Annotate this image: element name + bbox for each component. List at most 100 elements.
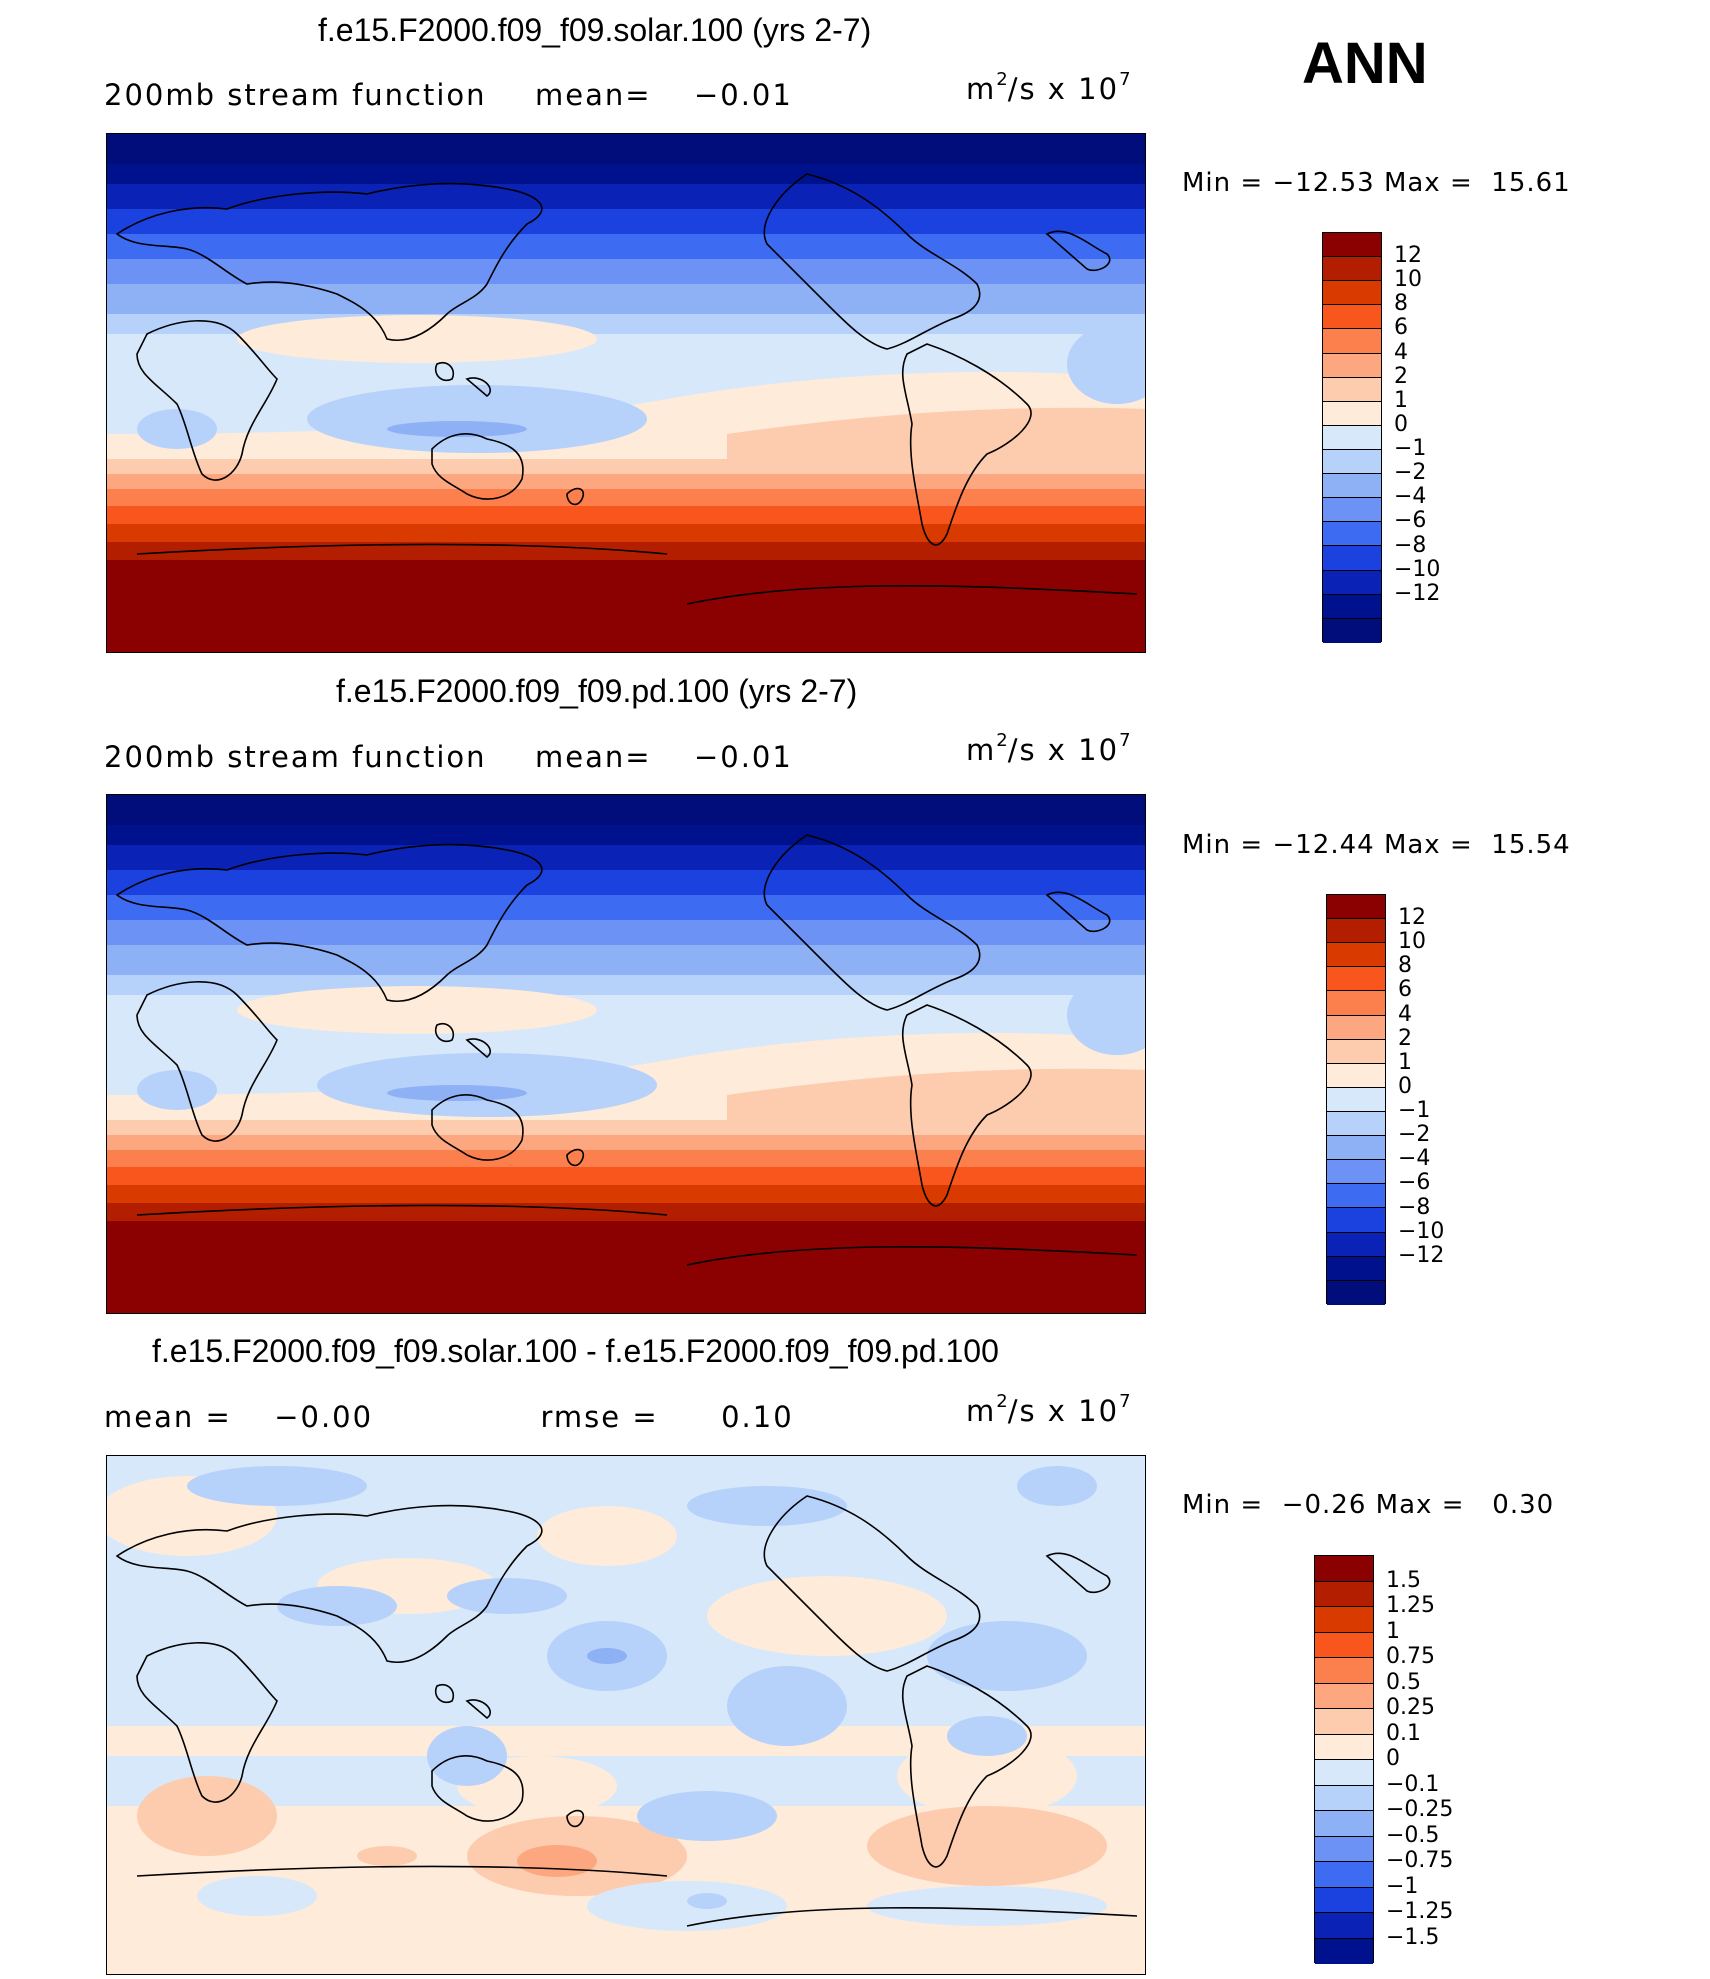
- panel-3-rmse-value: 0.10: [721, 1400, 794, 1434]
- panel-3-map-svg: [107, 1456, 1145, 1974]
- panel-2-mean-label: mean=: [534, 740, 652, 774]
- colorbar-label: 1.25: [1386, 1593, 1435, 1618]
- colorbar-label: 0.5: [1386, 1669, 1421, 1695]
- panel-1-map-svg: [107, 134, 1145, 652]
- colorbar-swatch: [1327, 1160, 1385, 1185]
- colorbar-swatch: [1327, 919, 1385, 944]
- colorbar-label: 2: [1394, 363, 1408, 389]
- colorbar-swatch: [1315, 1683, 1373, 1709]
- panel-3-colorbar: [1314, 1555, 1374, 1964]
- colorbar-label: 6: [1398, 977, 1412, 1003]
- colorbar-label: 6: [1394, 315, 1408, 341]
- panel-2-units: m2/s x 107: [966, 730, 1131, 768]
- panel-3-min-label: Min =: [1182, 1490, 1264, 1520]
- colorbar-swatch: [1327, 1280, 1385, 1305]
- colorbar-label: −0.25: [1386, 1797, 1454, 1822]
- panel-3-mean-label: mean =: [104, 1400, 232, 1434]
- colorbar-label: 0.25: [1386, 1695, 1435, 1720]
- panel-2-map-svg: [107, 795, 1145, 1313]
- colorbar-label: −8: [1398, 1194, 1431, 1220]
- colorbar-label: −1.25: [1386, 1899, 1454, 1924]
- colorbar-label: −0.75: [1386, 1848, 1454, 1873]
- colorbar-swatch: [1315, 1760, 1373, 1786]
- panel-3-units: m2/s x 107: [966, 1391, 1131, 1429]
- panel-1-mean-label: mean=: [534, 78, 652, 112]
- colorbar-label: 0.75: [1386, 1644, 1435, 1669]
- season-label: ANN: [1302, 31, 1428, 96]
- panel-2-min-label: Min =: [1182, 830, 1264, 860]
- colorbar-swatch: [1315, 1556, 1373, 1582]
- colorbar-swatch: [1315, 1658, 1373, 1684]
- colorbar-label: −1.5: [1386, 1924, 1440, 1950]
- panel-1-title: f.e15.F2000.f09_f09.solar.100 (yrs 2-7): [318, 12, 872, 48]
- colorbar-label: 4: [1394, 339, 1408, 365]
- panel-2-coastlines: [115, 834, 1138, 1266]
- panel-1-min-label: Min =: [1182, 168, 1264, 198]
- panel-2-max-value: 15.54: [1491, 830, 1571, 860]
- colorbar-swatch: [1323, 425, 1381, 450]
- colorbar-swatch: [1315, 1862, 1373, 1888]
- panel-2-min-value: −12.44: [1272, 830, 1375, 860]
- colorbar-label: −0.1: [1386, 1771, 1440, 1797]
- colorbar-label: −4: [1398, 1146, 1431, 1172]
- colorbar-swatch: [1323, 570, 1381, 595]
- colorbar-swatch: [1323, 401, 1381, 426]
- colorbar-swatch: [1323, 474, 1381, 499]
- colorbar-label: −0.5: [1386, 1822, 1440, 1848]
- colorbar-swatch: [1327, 1111, 1385, 1137]
- panel-1-min-value: −12.53: [1272, 168, 1375, 198]
- colorbar-swatch: [1327, 1208, 1385, 1233]
- colorbar-label: −6: [1398, 1170, 1431, 1196]
- panel-3-coastlines: [115, 1495, 1138, 1927]
- colorbar-label: 1: [1398, 1049, 1412, 1075]
- panel-1-variable: 200mb stream function: [104, 78, 487, 112]
- colorbar-label: −1: [1386, 1873, 1419, 1899]
- colorbar-label: −6: [1394, 508, 1427, 534]
- panel-3-field: [107, 1456, 1145, 1974]
- panel-1-mean-value: −0.01: [693, 78, 793, 112]
- colorbar-label: 2: [1398, 1025, 1412, 1051]
- colorbar-swatch: [1315, 1734, 1373, 1760]
- panel-2-title: f.e15.F2000.f09_f09.pd.100 (yrs 2-7): [336, 673, 858, 709]
- colorbar-label: −1: [1394, 436, 1427, 462]
- colorbar-swatch: [1323, 233, 1381, 258]
- colorbar-swatch: [1327, 1063, 1385, 1088]
- panel-3-stats: mean = −0.00 rmse = 0.10: [104, 1400, 794, 1434]
- colorbar-label: −12: [1398, 1242, 1445, 1268]
- colorbar-swatch: [1327, 943, 1385, 968]
- colorbar-label: −12: [1394, 580, 1441, 606]
- panel-1-coastlines: [115, 173, 1138, 605]
- panel-2-colorbar: [1326, 894, 1386, 1305]
- colorbar-label: 0: [1398, 1073, 1412, 1099]
- colorbar-swatch: [1315, 1632, 1373, 1658]
- colorbar-label: −10: [1394, 556, 1441, 582]
- colorbar-swatch: [1323, 353, 1381, 378]
- panel-3-title: f.e15.F2000.f09_f09.solar.100 - f.e15.F2…: [152, 1333, 999, 1369]
- colorbar-swatch: [1323, 305, 1381, 330]
- panel-2-map: [106, 794, 1146, 1314]
- colorbar-swatch: [1323, 522, 1381, 547]
- colorbar-label: −8: [1394, 532, 1427, 558]
- colorbar-swatch: [1315, 1581, 1373, 1607]
- colorbar-swatch: [1323, 546, 1381, 571]
- colorbar-swatch: [1327, 1015, 1385, 1040]
- colorbar-label: 0: [1386, 1746, 1400, 1771]
- panel-1-colorbar: [1322, 232, 1382, 643]
- colorbar-label: −2: [1398, 1122, 1431, 1148]
- colorbar-swatch: [1315, 1836, 1373, 1862]
- colorbar-swatch: [1327, 1087, 1385, 1112]
- colorbar-label: 4: [1398, 1001, 1412, 1027]
- panel-3-min-value: −0.26: [1281, 1490, 1367, 1520]
- panel-1-map: [106, 133, 1146, 653]
- colorbar-label: −10: [1398, 1218, 1445, 1244]
- panel-1-variable-label: 200mb stream function mean= −0.01: [104, 78, 793, 112]
- panel-2-field: [107, 795, 1145, 1313]
- colorbar-label: 0.1: [1386, 1720, 1421, 1746]
- panel-1-units: m2/s x 107: [966, 69, 1131, 107]
- colorbar-swatch: [1327, 991, 1385, 1016]
- panel-1-field: [107, 134, 1145, 652]
- panel-3-map: [106, 1455, 1146, 1975]
- colorbar-label: 1: [1394, 387, 1408, 413]
- colorbar-label: 10: [1394, 267, 1422, 293]
- colorbar-label: 12: [1394, 243, 1422, 269]
